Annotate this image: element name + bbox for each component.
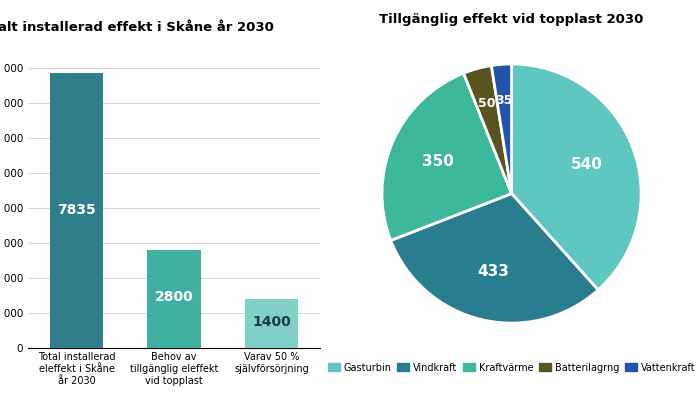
Text: 1400: 1400 — [252, 315, 291, 329]
Text: 2800: 2800 — [155, 290, 193, 304]
Wedge shape — [512, 64, 641, 290]
Text: Totalt installerad effekt i Skåne år 2030: Totalt installerad effekt i Skåne år 203… — [0, 21, 274, 34]
Title: Tillgänglig effekt vid topplast 2030: Tillgänglig effekt vid topplast 2030 — [379, 13, 644, 26]
Bar — [50, 73, 103, 348]
Text: 350: 350 — [422, 154, 454, 169]
Bar — [245, 299, 299, 348]
Text: 540: 540 — [571, 157, 603, 172]
Bar — [148, 250, 200, 348]
Text: 433: 433 — [477, 264, 509, 279]
Wedge shape — [491, 64, 512, 194]
Wedge shape — [382, 73, 512, 241]
Text: 7835: 7835 — [57, 203, 96, 217]
Wedge shape — [390, 194, 598, 323]
Text: 35: 35 — [496, 94, 513, 107]
Text: 50: 50 — [478, 97, 496, 110]
Wedge shape — [464, 66, 512, 194]
Legend: Gasturbin, Vindkraft, Kraftvärme, Batterilagrng, Vattenkraft: Gasturbin, Vindkraft, Kraftvärme, Batter… — [324, 359, 696, 376]
